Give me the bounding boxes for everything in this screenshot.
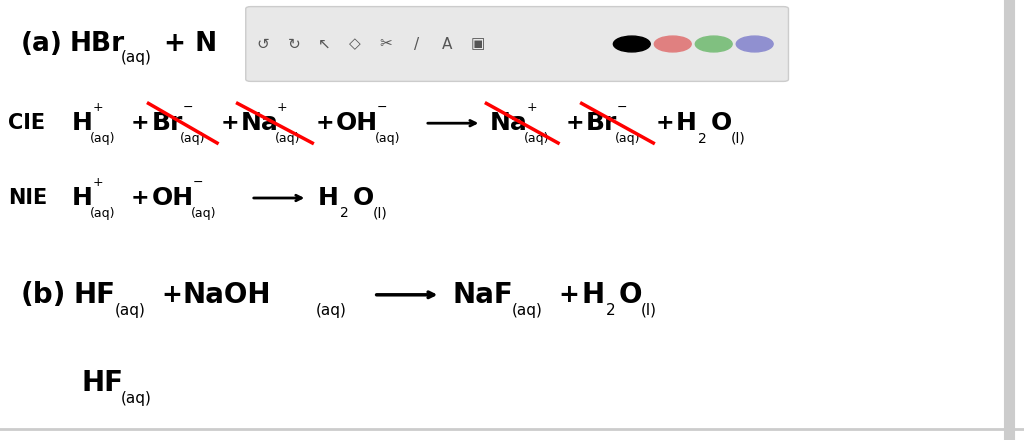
Text: +: + (315, 113, 334, 133)
Text: (aq): (aq) (90, 132, 116, 145)
Text: +: + (655, 113, 674, 133)
Text: (l): (l) (373, 206, 387, 220)
Text: Na: Na (241, 111, 279, 135)
Text: NaF: NaF (453, 281, 513, 309)
Text: −: − (182, 101, 193, 114)
Text: HBr: HBr (70, 31, 125, 57)
Text: (aq): (aq) (614, 132, 640, 145)
Text: −: − (616, 101, 627, 114)
Text: CIE: CIE (8, 113, 45, 133)
Text: +: + (131, 188, 150, 208)
Text: A: A (442, 37, 453, 51)
Circle shape (613, 36, 650, 52)
Text: (a): (a) (20, 31, 62, 57)
Text: +: + (526, 101, 537, 114)
Text: NaOH: NaOH (182, 281, 270, 309)
Text: Br: Br (586, 111, 617, 135)
Text: O: O (711, 111, 732, 135)
Text: ↖: ↖ (318, 37, 331, 51)
Text: (aq): (aq) (121, 391, 152, 406)
Text: +: + (92, 101, 102, 114)
Text: ✂: ✂ (380, 37, 392, 51)
Text: OH: OH (336, 111, 378, 135)
Text: + N: + N (164, 31, 217, 57)
Text: Na: Na (489, 111, 527, 135)
Text: H: H (72, 186, 92, 210)
Text: (aq): (aq) (121, 50, 152, 65)
Text: OH: OH (152, 186, 194, 210)
Text: ↺: ↺ (257, 37, 269, 51)
Text: /: / (414, 37, 420, 51)
Text: (aq): (aq) (315, 303, 346, 318)
Text: 2: 2 (698, 132, 708, 146)
Text: (l): (l) (641, 303, 657, 318)
Text: NIE: NIE (8, 188, 47, 208)
Circle shape (654, 36, 691, 52)
Text: (l): (l) (731, 132, 745, 146)
Text: +: + (220, 113, 239, 133)
Text: (aq): (aq) (190, 207, 216, 220)
Text: −: − (193, 176, 203, 189)
Text: (aq): (aq) (375, 132, 400, 145)
Text: Br: Br (152, 111, 183, 135)
Text: ◇: ◇ (349, 37, 361, 51)
Text: (aq): (aq) (180, 132, 206, 145)
Text: O: O (352, 186, 374, 210)
Text: +: + (92, 176, 102, 189)
Text: +: + (131, 113, 150, 133)
Text: +: + (558, 283, 579, 307)
Text: 2: 2 (340, 206, 349, 220)
Text: H: H (317, 186, 338, 210)
Text: (aq): (aq) (115, 303, 145, 318)
Text: HF: HF (82, 369, 124, 397)
Text: +: + (162, 283, 182, 307)
Text: (aq): (aq) (274, 132, 300, 145)
Text: +: + (276, 101, 287, 114)
Text: ↻: ↻ (288, 37, 300, 51)
Text: H: H (72, 111, 92, 135)
Text: H: H (582, 281, 605, 309)
Text: H: H (676, 111, 696, 135)
Circle shape (695, 36, 732, 52)
Text: (aq): (aq) (90, 207, 116, 220)
Text: O: O (618, 281, 642, 309)
Text: (aq): (aq) (524, 132, 550, 145)
Text: 2: 2 (606, 303, 615, 318)
Text: (aq): (aq) (512, 303, 543, 318)
Circle shape (736, 36, 773, 52)
Text: HF: HF (74, 281, 116, 309)
Text: ▣: ▣ (471, 37, 485, 51)
FancyBboxPatch shape (246, 7, 788, 81)
Text: +: + (565, 113, 584, 133)
Text: −: − (377, 101, 387, 114)
Text: (b): (b) (20, 281, 66, 309)
